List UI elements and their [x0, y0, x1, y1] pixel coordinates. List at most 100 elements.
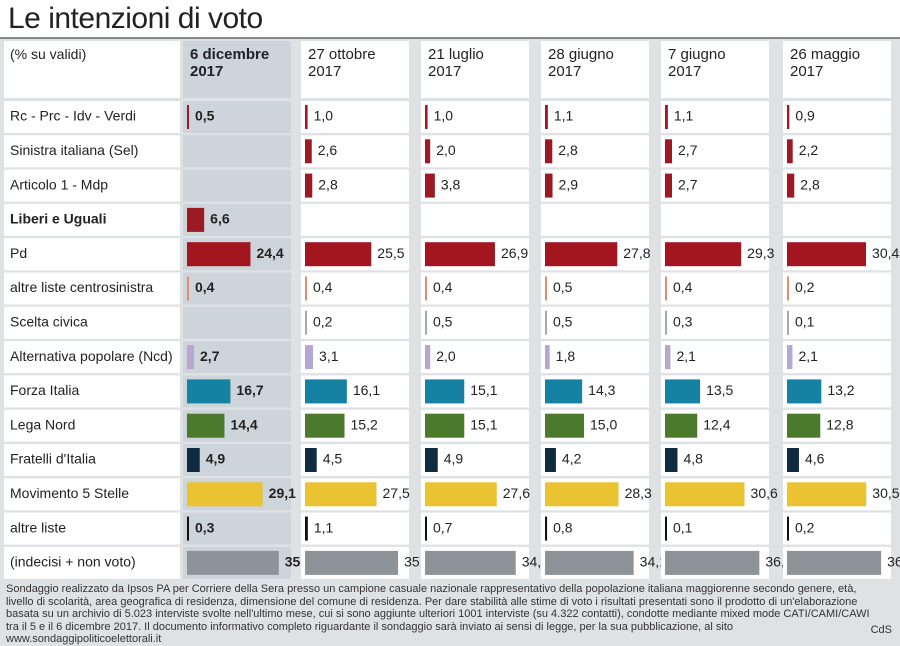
cell: [783, 135, 891, 168]
value-label: 2,8: [318, 176, 338, 192]
value-label: 24,4: [256, 245, 283, 261]
value-label: 12,4: [703, 416, 730, 432]
value-label: 15,1: [470, 416, 497, 432]
cell: [783, 512, 891, 545]
bar: [665, 276, 667, 301]
value-label: 2,7: [200, 348, 220, 364]
bar: [305, 448, 317, 472]
cell: [541, 341, 649, 374]
value-label: 29,1: [269, 485, 296, 501]
source: CdS: [870, 624, 892, 636]
value-label: 0,2: [795, 519, 815, 535]
bar: [787, 105, 790, 129]
bar: [545, 345, 550, 370]
footnote: Sondaggio realizzato da Ipsos PA per Cor…: [6, 583, 870, 646]
bar: [425, 345, 431, 370]
row-label-cell: [4, 203, 180, 236]
bar: [545, 413, 584, 438]
bar: [545, 105, 548, 129]
value-label: 4,8: [683, 451, 703, 467]
cell: [183, 512, 291, 545]
bar: [425, 379, 465, 404]
value-label: 1,1: [314, 519, 334, 535]
cell: [541, 203, 649, 236]
row-label-cell: [4, 101, 180, 133]
bar: [787, 482, 867, 507]
header-cell: [541, 41, 649, 98]
value-label: 30,5: [872, 485, 899, 501]
row-label: Lega Nord: [10, 416, 75, 432]
value-label: 13,2: [827, 382, 854, 398]
bar: [305, 345, 314, 370]
cell: [301, 203, 409, 236]
value-label: 2,9: [559, 176, 579, 192]
bar: [305, 482, 377, 507]
bar: [425, 242, 495, 267]
bar: [187, 345, 195, 370]
value-label: 6,6: [210, 211, 230, 227]
header-cell: [4, 41, 180, 98]
column-header: 28 giugno 2017: [548, 46, 614, 80]
cell: [541, 306, 649, 339]
bar: [787, 310, 789, 335]
value-label: 15,2: [351, 416, 378, 432]
value-label: 0,5: [553, 279, 573, 295]
value-label: 3,1: [319, 348, 339, 364]
bar: [425, 310, 427, 335]
value-label: 28,3: [625, 485, 652, 501]
cell: [301, 272, 409, 305]
value-label: 0,1: [673, 519, 693, 535]
row-label-cell: [4, 409, 180, 442]
row-label: Fratelli d'Italia: [10, 451, 96, 467]
header-cell: [183, 41, 291, 98]
value-label: 2,8: [558, 142, 578, 158]
bar: [665, 516, 667, 541]
cell: [301, 341, 409, 374]
bar: [425, 173, 435, 198]
bar: [187, 482, 263, 507]
bar: [425, 516, 427, 541]
value-label: 13,5: [706, 382, 733, 398]
bar: [187, 379, 231, 404]
bar: [545, 516, 548, 541]
bar: [545, 310, 547, 335]
bar: [305, 242, 372, 267]
value-label: 2,1: [798, 348, 818, 364]
column-header: 26 maggio 2017: [790, 46, 861, 80]
bar: [305, 105, 308, 129]
cell: [783, 306, 891, 339]
value-label: 0,3: [673, 314, 693, 330]
row-label: altre liste: [10, 519, 66, 535]
bar: [187, 448, 200, 472]
row-label: Forza Italia: [10, 382, 79, 398]
cell: [421, 306, 529, 339]
row-label-cell: [4, 272, 180, 305]
value-label: 4,9: [206, 451, 226, 467]
value-label: 36,2: [887, 554, 900, 570]
bar: [305, 379, 347, 404]
subtitle: (% su validi): [10, 46, 87, 62]
bar: [425, 105, 428, 129]
bar: [787, 242, 867, 267]
row-label-cell: [4, 478, 180, 511]
cell: [301, 444, 409, 476]
cell: [183, 272, 291, 305]
title-band: [0, 0, 900, 38]
row-label: altre liste centrosinistra: [10, 279, 153, 295]
value-label: 4,5: [323, 451, 343, 467]
row-label-cell: [4, 512, 180, 545]
bar: [787, 550, 882, 575]
value-label: 30,4: [872, 245, 899, 261]
bar: [665, 345, 671, 370]
cell: [183, 169, 291, 202]
bar: [665, 173, 673, 198]
cell: [783, 203, 891, 236]
bar: [187, 207, 205, 232]
value-label: 30,6: [751, 485, 778, 501]
cell: [661, 512, 769, 545]
bar: [545, 173, 553, 198]
column-header: 21 luglio 2017: [428, 46, 484, 80]
bar: [665, 448, 678, 472]
cell: [421, 512, 529, 545]
bar: [545, 448, 556, 472]
